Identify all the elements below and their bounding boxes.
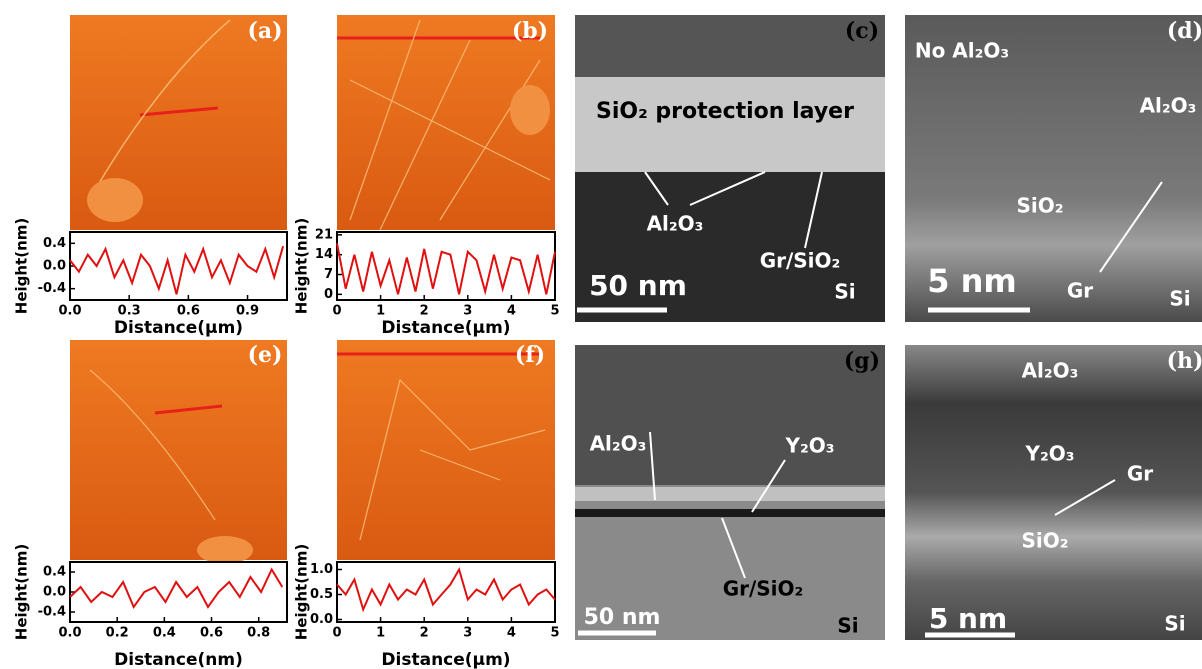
tem-image <box>905 345 1202 640</box>
panel-label: (g) <box>844 348 880 374</box>
panel-label: (d) <box>1167 18 1202 44</box>
panel-label: (a) <box>247 18 282 44</box>
x-tick-label: 0.3 <box>118 304 141 319</box>
x-tick-label: 0.8 <box>247 626 270 641</box>
y-tick-label: 0.0 <box>310 612 333 627</box>
x-tick-label: 0 <box>332 304 341 319</box>
x-tick-label: 0.4 <box>153 626 176 641</box>
y-tick-label: 1.0 <box>310 562 333 577</box>
x-tick-label: 2 <box>420 304 429 319</box>
y-axis-label: Height(nm) <box>293 544 311 640</box>
tem-layer <box>575 509 885 517</box>
image-annotation: No Al₂O₃ <box>915 39 1009 63</box>
x-tick-label: 1 <box>376 304 385 319</box>
y-tick-label: 0 <box>324 287 333 302</box>
image-annotation: Al₂O₃ <box>1140 94 1197 118</box>
image-annotation: 50 nm <box>589 269 687 302</box>
image-annotation: Gr <box>1067 279 1093 303</box>
x-tick-label: 0.2 <box>106 626 129 641</box>
tem-layer <box>575 15 885 77</box>
panel-label: (b) <box>512 18 548 44</box>
y-tick-label: -0.4 <box>38 281 66 296</box>
image-annotation: Al₂O₃ <box>590 432 647 456</box>
y-tick-label: 21 <box>315 227 333 242</box>
image-annotation: Al₂O₃ <box>647 212 704 236</box>
y-axis-label: Height(nm) <box>13 544 31 640</box>
y-tick-label: -0.4 <box>38 605 66 620</box>
x-axis-label: Distance(μm) <box>381 650 510 669</box>
x-axis-label: Distance(μm) <box>381 318 510 338</box>
image-annotation: SiO₂ <box>1021 529 1068 553</box>
x-tick-label: 0.0 <box>58 304 81 319</box>
image-annotation: Al₂O₃ <box>1022 359 1079 383</box>
image-annotation: 50 nm <box>584 605 661 630</box>
y-tick-label: 14 <box>315 247 333 262</box>
particle <box>510 85 550 135</box>
panel-label: (c) <box>845 18 879 44</box>
particle <box>197 536 253 564</box>
x-tick-label: 0.6 <box>200 626 223 641</box>
y-tick-label: 0.5 <box>310 587 333 602</box>
particle <box>87 178 143 222</box>
x-tick-label: 0.9 <box>236 304 259 319</box>
image-annotation: 5 nm <box>927 262 1017 300</box>
x-tick-label: 2 <box>420 626 429 641</box>
y-tick-label: 7 <box>324 267 333 282</box>
image-annotation: SiO₂ protection layer <box>596 99 854 124</box>
afm-image <box>337 340 555 560</box>
image-annotation: Gr/SiO₂ <box>723 577 804 601</box>
x-axis-label: Distance(μm) <box>114 318 243 338</box>
image-annotation: Gr/SiO₂ <box>760 249 841 273</box>
image-annotation: Y₂O₃ <box>784 434 834 458</box>
x-tick-label: 3 <box>463 304 472 319</box>
x-axis-label: Distance(nm) <box>114 650 243 669</box>
image-annotation: 5 nm <box>929 602 1007 635</box>
x-tick-label: 5 <box>550 304 559 319</box>
image-annotation: Y₂O₃ <box>1024 442 1074 466</box>
x-tick-label: 0 <box>332 626 341 641</box>
y-tick-label: 0.0 <box>43 585 66 600</box>
figure: (a) (b) (c) SiO₂ protection layer Al₂O₃ Gr/Si… <box>0 0 1202 669</box>
x-tick-label: 3 <box>463 626 472 641</box>
tem-layer <box>575 77 885 172</box>
x-tick-label: 0.6 <box>177 304 200 319</box>
y-tick-label: 0.4 <box>43 565 66 580</box>
y-axis-label: Height(nm) <box>13 218 31 314</box>
image-annotation: Si <box>1169 287 1190 311</box>
image-annotation: SiO₂ <box>1016 194 1063 218</box>
panel-label: (f) <box>515 342 545 368</box>
panel-label: (h) <box>1167 348 1202 374</box>
afm-image <box>70 340 287 560</box>
y-tick-label: 0.0 <box>43 259 66 274</box>
x-tick-label: 5 <box>550 626 559 641</box>
panel-label: (e) <box>248 342 283 368</box>
image-annotation: Gr <box>1127 462 1153 486</box>
x-tick-label: 4 <box>507 304 516 319</box>
x-tick-label: 0.0 <box>58 626 81 641</box>
image-annotation: Si <box>837 614 858 638</box>
x-tick-label: 4 <box>507 626 516 641</box>
image-annotation: Si <box>1164 612 1185 636</box>
tem-layer <box>575 345 885 485</box>
image-annotation: Si <box>834 280 855 304</box>
y-tick-label: 0.4 <box>43 236 66 251</box>
x-tick-label: 1 <box>376 626 385 641</box>
y-axis-label: Height(nm) <box>293 218 311 314</box>
tem-layer <box>575 487 885 501</box>
